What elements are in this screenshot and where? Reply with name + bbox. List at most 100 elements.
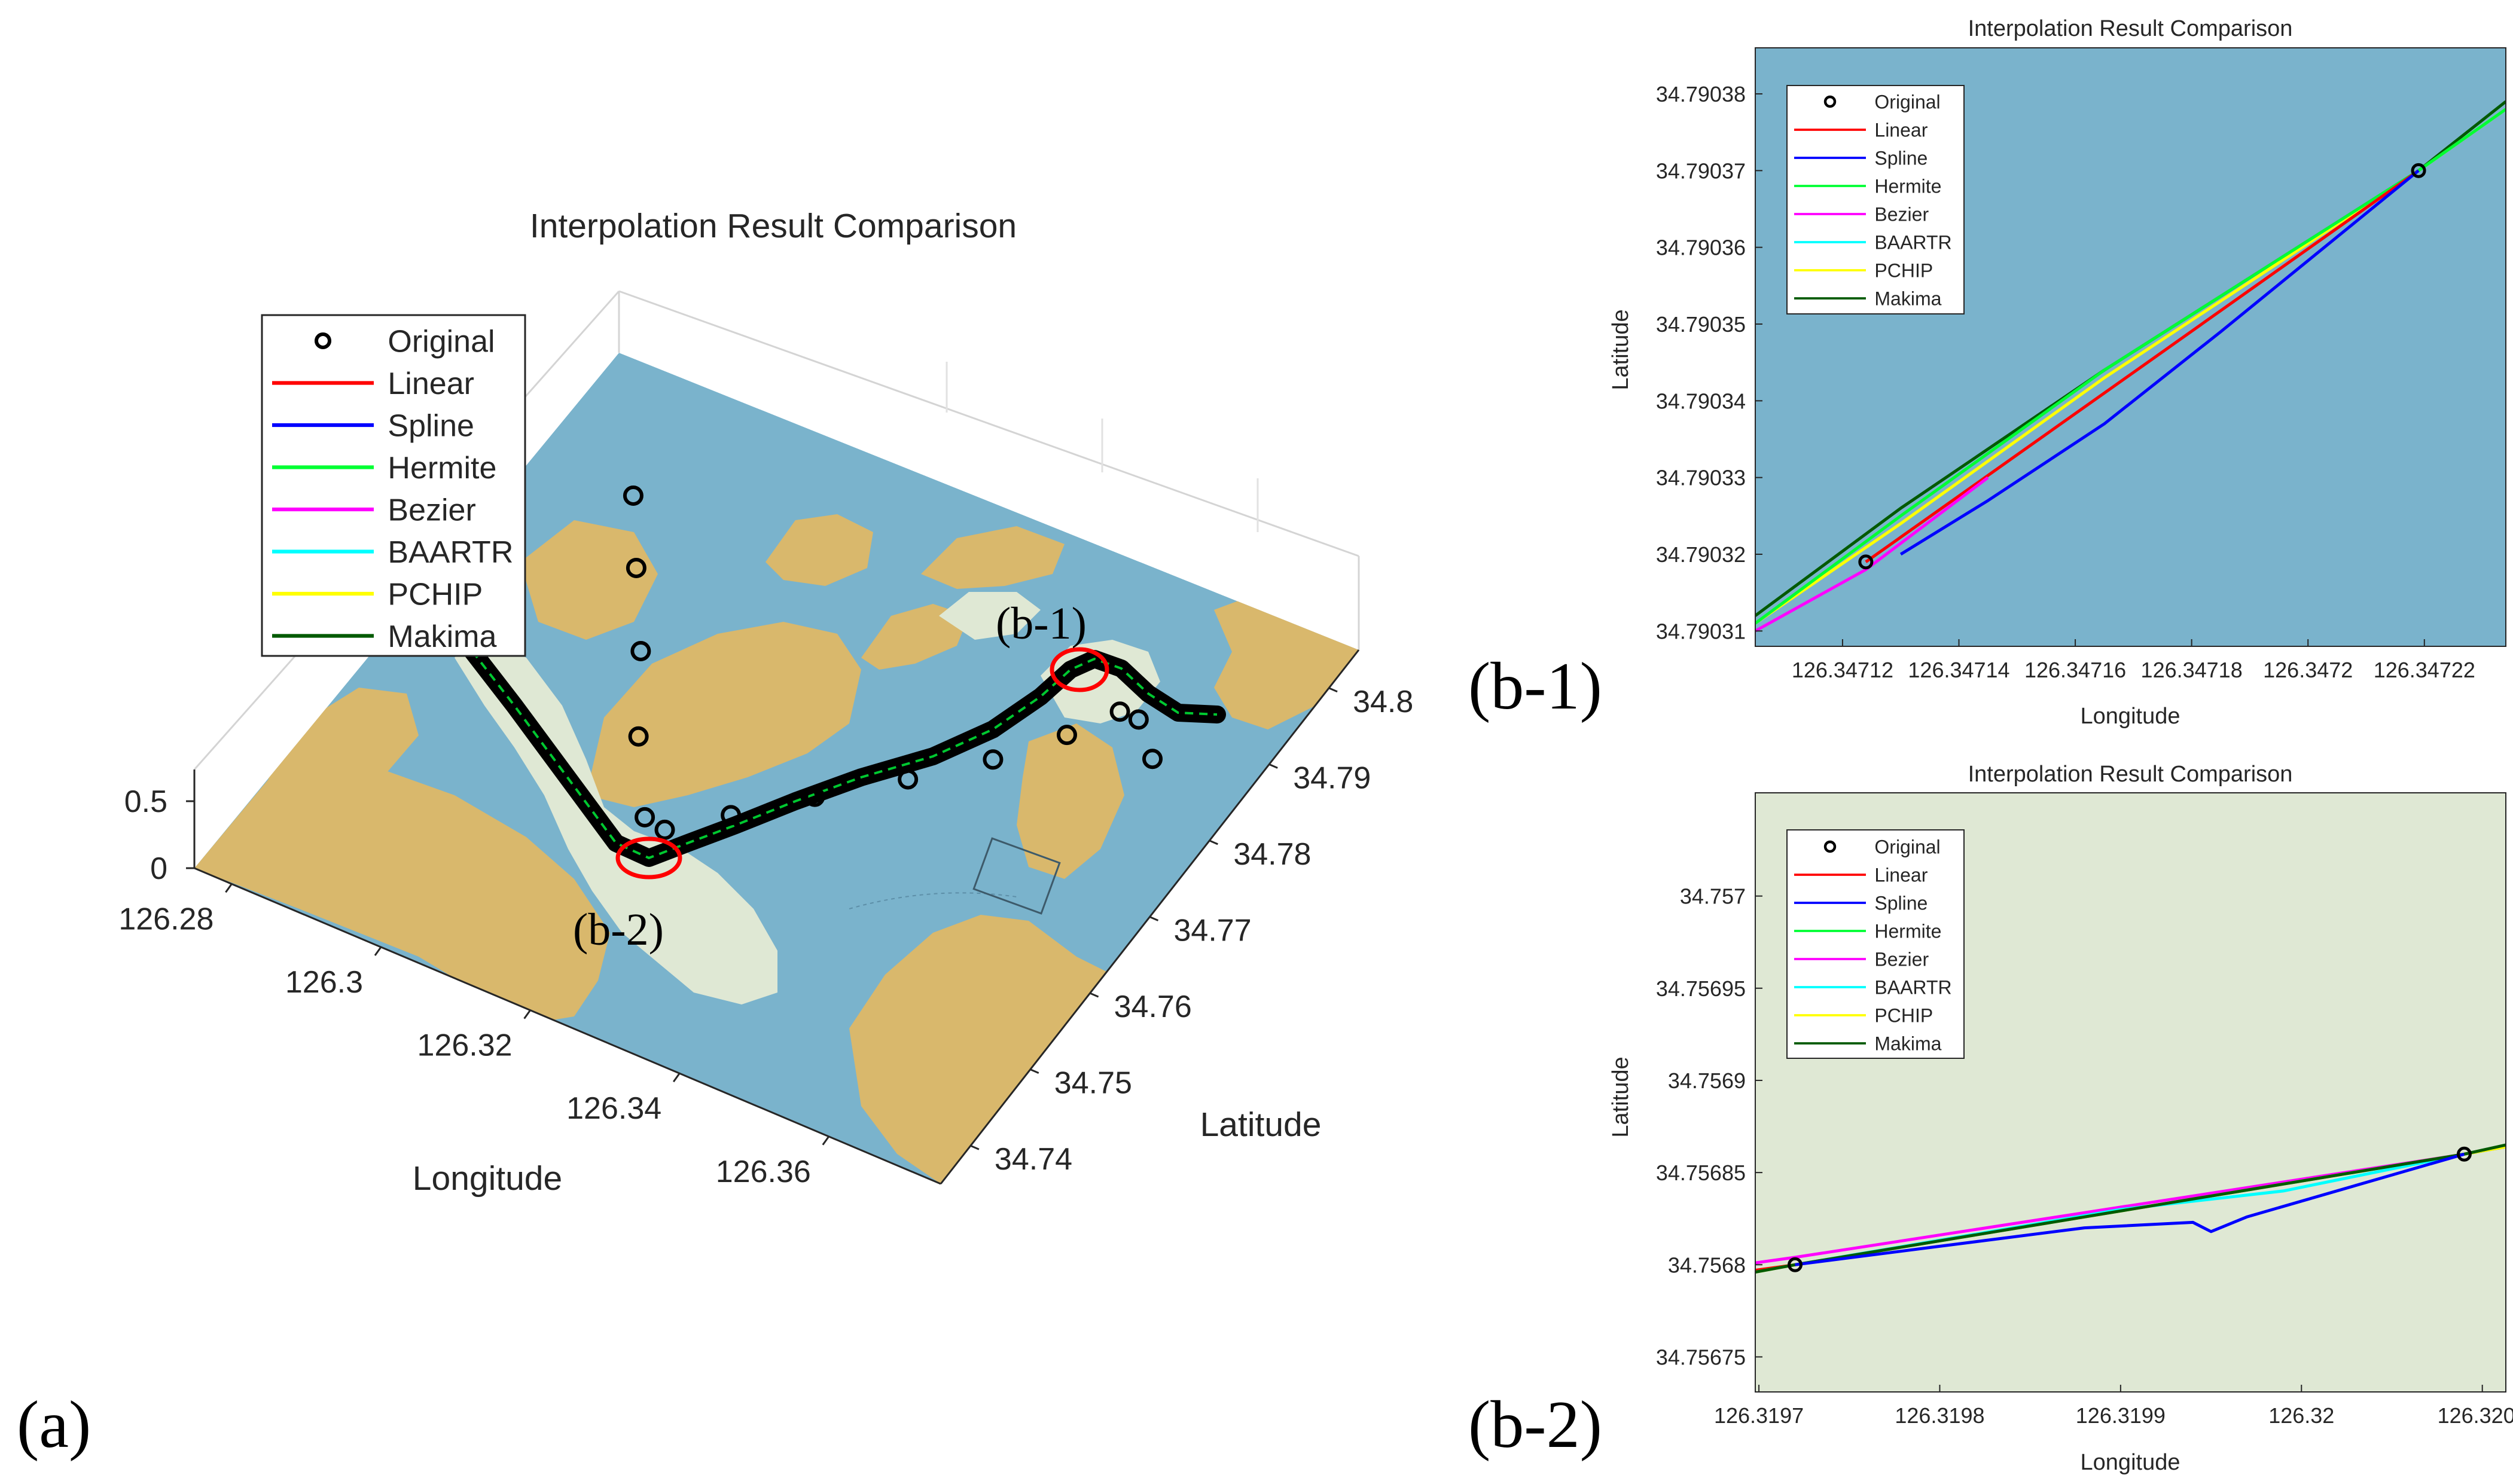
panel-a-legend: Original Linear Spline Hermite Bezier BAARTR P…	[261, 314, 526, 657]
land-central-island	[586, 622, 861, 807]
panel-label-b2: (b-2)	[1468, 1388, 1602, 1462]
legend-label-original: Original	[388, 325, 495, 359]
land-north-ne	[766, 514, 873, 586]
legend-marker-original	[1823, 95, 1837, 108]
xtick-label: 126.34712	[1792, 658, 1893, 682]
panel-a-original-marker	[630, 640, 651, 661]
series-marker-original	[1858, 554, 1874, 570]
legend-label-spline: Spline	[388, 409, 474, 444]
legend-label-bezier: Bezier	[388, 493, 475, 528]
xtick-label: 126.3201	[2438, 1403, 2513, 1428]
panel-a-xtick-label: 126.36	[716, 1155, 811, 1189]
xtick-label: 126.34714	[1908, 658, 2009, 682]
legend-label-linear: Linear	[1874, 865, 1928, 886]
ytick-label: 34.79034	[1656, 389, 1746, 413]
shallow-north	[939, 592, 1041, 640]
panel-a-xtick-mark	[374, 946, 382, 956]
ytick-label: 34.75695	[1656, 976, 1746, 1001]
series-line-spline	[1899, 169, 2420, 556]
legend-label-original: Original	[1874, 836, 1940, 858]
legend-marker-original	[1823, 840, 1837, 853]
panel-a-original-marker	[804, 786, 825, 807]
panel-a-title: Interpolation Result Comparison	[530, 207, 1017, 245]
panel-b1-xlabel: Longitude	[2081, 704, 2180, 729]
ytick-label: 34.7568	[1668, 1253, 1746, 1277]
series-line-linear	[1865, 169, 2420, 563]
panel-a-ylabel: Latitude	[1200, 1106, 1322, 1144]
panel-b2-ylabel: Latitude	[1608, 1056, 1633, 1137]
panel-a-ytick-mark	[1328, 687, 1338, 693]
panel-a-xtick-label: 126.28	[118, 902, 214, 936]
panel-a-original-marker	[983, 749, 1004, 770]
panel-b2-xlabel: Longitude	[2081, 1450, 2180, 1475]
panel-b1-legend: Original Linear Spline Hermite Bezier BAARTR P…	[1786, 85, 1965, 314]
panel-a-original-marker	[623, 485, 644, 506]
xtick-label: 126.3472	[2263, 658, 2353, 682]
panel-label-b1: (b-1)	[1468, 649, 1602, 723]
panel-a-ytick-label: 34.75	[1054, 1066, 1132, 1101]
land-west	[263, 688, 419, 795]
legend-label-baartr: BAARTR	[388, 535, 513, 570]
panel-b2-title: Interpolation Result Comparison	[1968, 762, 2293, 787]
ytick-label: 34.79036	[1656, 236, 1746, 260]
land-long-island	[861, 604, 969, 670]
panel-a-original-marker	[721, 805, 742, 826]
legend-label-makima: Makima	[1874, 288, 1941, 310]
land-north	[921, 526, 1065, 589]
ytick-label: 34.7569	[1668, 1068, 1746, 1093]
legend-label-linear: Linear	[1874, 120, 1928, 141]
land-east	[1214, 592, 1359, 729]
panel-a-xtick-label: 126.3	[285, 965, 363, 1000]
legend-label-makima: Makima	[388, 619, 496, 654]
trajectory	[455, 485, 1226, 867]
depth-contour-2	[849, 892, 1017, 909]
panel-b1-series	[1755, 100, 2506, 633]
legend-label-baartr: BAARTR	[1874, 977, 1951, 999]
panel-label-a: (a)	[17, 1388, 91, 1462]
panel-a-ztick-label: 0	[150, 851, 167, 886]
series-line-hermite	[1755, 108, 2506, 625]
series-line-spline	[1795, 1152, 2465, 1266]
panel-a-ytick-mark	[970, 1144, 980, 1150]
legend-label-spline: Spline	[1874, 893, 1928, 914]
panel-a-xtick-mark	[822, 1135, 830, 1146]
panel-a-original-marker	[1109, 701, 1130, 722]
panel-a-original-marker	[626, 557, 646, 578]
trajectory-track	[455, 631, 1226, 867]
series-line-makima	[1755, 1143, 2506, 1274]
xtick-label: 126.3197	[1714, 1403, 1804, 1428]
ytick-label: 34.79038	[1656, 82, 1746, 106]
xtick-label: 126.3198	[1895, 1403, 1984, 1428]
panel-a-original-marker	[628, 726, 649, 747]
series-marker-original	[2411, 163, 2426, 178]
panel-a-ytick-mark	[1268, 763, 1278, 769]
panel-a-original-marker	[1142, 749, 1163, 770]
panel-a-original-marker	[1128, 709, 1149, 730]
panel-a-ytick-mark	[1149, 916, 1159, 921]
panel-a-original-marker	[654, 819, 675, 840]
legend-label-spline: Spline	[1874, 148, 1928, 169]
ytick-label: 34.79033	[1656, 466, 1746, 490]
xtick-label: 126.34716	[2024, 658, 2126, 682]
panel-a-ytick-label: 34.78	[1233, 837, 1311, 872]
legend-label-bezier: Bezier	[1874, 204, 1929, 225]
panel-a-ytick-mark	[1090, 992, 1099, 998]
panel-a-original-marker	[898, 769, 919, 790]
legend-label-hermite: Hermite	[1874, 921, 1941, 942]
panel-a: (b-1) (b-2) 126.28 126.3 126.32 126.34 126.3…	[118, 207, 1413, 1198]
land-mid-east	[1017, 723, 1124, 879]
panel-a-ytick-label: 34.77	[1174, 914, 1252, 948]
panel-a-ytick-mark	[1209, 839, 1218, 845]
legend-label-hermite: Hermite	[1874, 176, 1941, 197]
xtick-label: 126.3199	[2076, 1403, 2166, 1428]
panel-a-ytick-label: 34.8	[1353, 685, 1413, 719]
legend-label-pchip: PCHIP	[1874, 1005, 1933, 1027]
callout-b2-label: (b-2)	[573, 905, 664, 955]
ytick-label: 34.75685	[1656, 1161, 1746, 1185]
panel-b2: 126.3197 126.3198 126.3199 126.32 126.3201 34…	[1608, 762, 2513, 1475]
panel-a-xtick-label: 126.32	[417, 1028, 513, 1063]
legend-label-hermite: Hermite	[388, 451, 496, 485]
legend-label-original: Original	[1874, 91, 1940, 113]
legend-label-makima: Makima	[1874, 1033, 1941, 1055]
